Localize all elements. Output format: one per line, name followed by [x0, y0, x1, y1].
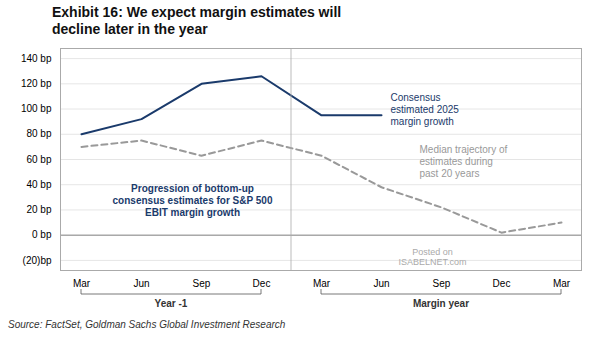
- svg-text:Jun: Jun: [373, 277, 389, 288]
- svg-text:Dec: Dec: [493, 277, 511, 288]
- svg-text:Progression of bottom-upconsen: Progression of bottom-upconsensus estima…: [113, 182, 273, 217]
- svg-text:Mar: Mar: [313, 277, 331, 288]
- svg-text:80 bp: 80 bp: [26, 128, 51, 139]
- svg-text:100 bp: 100 bp: [21, 103, 52, 114]
- svg-text:Median trajectory ofestimates: Median trajectory ofestimates duringpast…: [420, 143, 508, 178]
- html-text:Source: FactSet, Goldman Sachs: Source: FactSet, Goldman Sachs Global In…: [8, 318, 286, 330]
- svg-text:60 bp: 60 bp: [26, 153, 51, 164]
- svg-text:20 bp: 20 bp: [26, 204, 51, 215]
- svg-text:Consensusestimated 2025margin: Consensusestimated 2025margin growth: [391, 92, 460, 127]
- html-text:Exhibit 16: We expect margin e: Exhibit 16: We expect margin estimates w…: [52, 4, 342, 37]
- svg-text:40 bp: 40 bp: [26, 179, 51, 190]
- svg-text:140 bp: 140 bp: [21, 52, 52, 63]
- svg-text:ISABELNET.com: ISABELNET.com: [398, 257, 466, 267]
- svg-text:0 bp: 0 bp: [32, 229, 52, 240]
- svg-text:Jun: Jun: [133, 277, 149, 288]
- svg-text:Year -1: Year -1: [155, 298, 188, 309]
- svg-text:(20)bp: (20)bp: [23, 254, 52, 265]
- svg-text:Posted on: Posted on: [412, 247, 453, 257]
- svg-text:Mar: Mar: [73, 277, 91, 288]
- svg-text:Sep: Sep: [433, 277, 451, 288]
- svg-text:Mar: Mar: [553, 277, 571, 288]
- svg-text:Margin year: Margin year: [413, 298, 469, 309]
- svg-text:Sep: Sep: [193, 277, 211, 288]
- svg-text:Dec: Dec: [253, 277, 271, 288]
- svg-text:120 bp: 120 bp: [21, 78, 52, 89]
